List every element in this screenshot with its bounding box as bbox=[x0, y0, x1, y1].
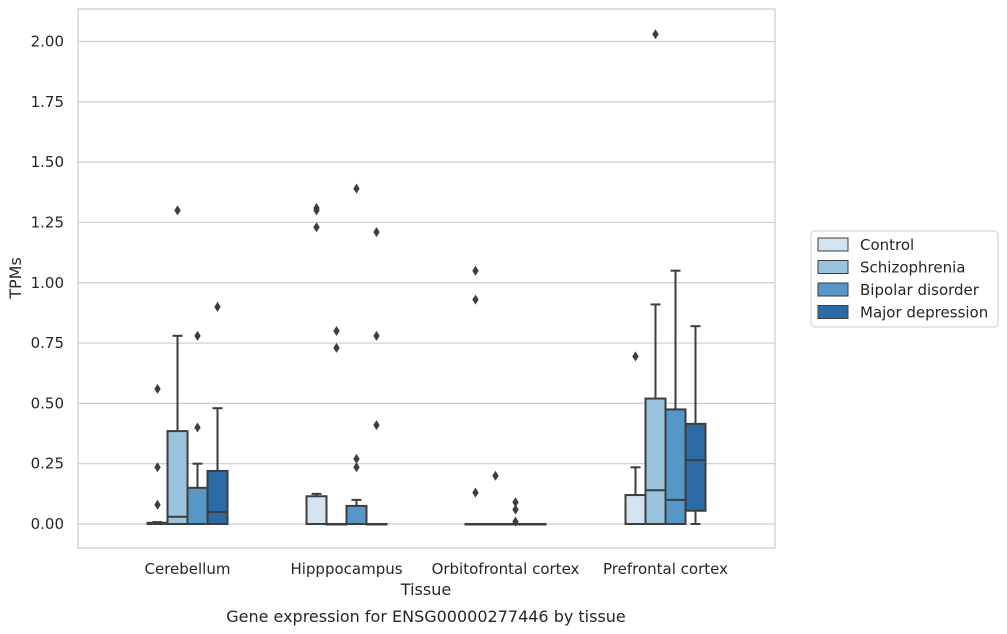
outlier-point bbox=[472, 265, 479, 276]
box-major-depression bbox=[206, 301, 229, 525]
outlier-point bbox=[492, 470, 499, 481]
legend-label: Control bbox=[860, 236, 914, 254]
legend: Control Schizophrenia Bipolar disorder Majo… bbox=[810, 230, 999, 328]
outlier-point bbox=[472, 294, 479, 305]
y-tick-label: 2.00 bbox=[31, 33, 64, 51]
legend-frame bbox=[810, 230, 999, 328]
x-tick-labels: Cerebellum Hipppocampus Orbitofrontal cort… bbox=[145, 560, 729, 578]
outlier-point bbox=[154, 383, 161, 394]
legend-swatch bbox=[817, 260, 849, 274]
y-tick-label: 0.25 bbox=[31, 455, 64, 473]
outlier-point bbox=[512, 497, 519, 508]
box-schizophrenia bbox=[166, 205, 189, 525]
outlier-point bbox=[313, 222, 320, 233]
outlier-point bbox=[632, 351, 639, 362]
outlier-point bbox=[174, 205, 181, 216]
x-axis-title: Tissue bbox=[400, 580, 451, 599]
y-tick-label: 0.00 bbox=[31, 515, 64, 533]
y-tick-label: 1.25 bbox=[31, 213, 64, 231]
box-bipolar-disorder bbox=[186, 330, 209, 525]
legend-label: Bipolar disorder bbox=[860, 281, 980, 299]
y-tick-label: 1.75 bbox=[31, 93, 64, 111]
outlier-point bbox=[353, 453, 360, 464]
y-tick-label: 1.50 bbox=[31, 153, 64, 171]
legend-swatch bbox=[817, 305, 849, 319]
outlier-point bbox=[353, 183, 360, 194]
outlier-point bbox=[512, 516, 519, 527]
box-body bbox=[684, 422, 707, 512]
x-tick-label: Hipppocampus bbox=[290, 560, 402, 578]
box-body bbox=[206, 469, 229, 525]
box-body bbox=[644, 397, 667, 525]
outlier-point bbox=[214, 301, 221, 312]
x-tick-label: Cerebellum bbox=[145, 560, 231, 578]
outlier-point bbox=[154, 499, 161, 510]
outlier-point bbox=[373, 330, 380, 341]
box-major-depression bbox=[684, 325, 707, 525]
outlier-point bbox=[472, 487, 479, 498]
outlier-point bbox=[313, 205, 320, 216]
outlier-point bbox=[194, 330, 201, 341]
box-bipolar-disorder bbox=[345, 183, 368, 525]
box-body bbox=[624, 494, 647, 525]
outlier-point bbox=[373, 227, 380, 238]
y-tick-label: 1.00 bbox=[31, 274, 64, 292]
outlier-point bbox=[373, 420, 380, 431]
legend-label: Schizophrenia bbox=[860, 259, 965, 277]
outlier-point bbox=[333, 326, 340, 336]
outlier-point bbox=[652, 29, 659, 40]
box-body bbox=[345, 504, 368, 525]
outlier-point bbox=[353, 462, 360, 473]
outlier-point bbox=[154, 462, 161, 473]
box-control bbox=[305, 202, 328, 526]
box-control bbox=[464, 265, 487, 526]
box-major-depression bbox=[365, 227, 388, 526]
legend-swatch bbox=[817, 237, 849, 252]
outlier-point bbox=[333, 342, 340, 353]
y-axis-title: TPMs bbox=[6, 257, 25, 300]
box-schizophrenia bbox=[644, 29, 667, 525]
x-tick-label: Orbitofrontal cortex bbox=[432, 560, 580, 578]
box-series bbox=[146, 29, 707, 527]
box-body bbox=[186, 486, 209, 525]
box-schizophrenia bbox=[325, 326, 348, 526]
box-body bbox=[664, 408, 687, 525]
y-tick-labels: 0.00 0.25 0.50 0.75 1.00 1.25 1.50 1.75 2.00 bbox=[31, 33, 64, 534]
box-body bbox=[305, 495, 328, 526]
outlier-point bbox=[512, 504, 519, 515]
y-tick-label: 0.75 bbox=[31, 334, 64, 352]
plot-frame bbox=[77, 8, 776, 549]
chart-caption: Gene expression for ENSG00000277446 by t… bbox=[226, 607, 626, 626]
y-tick-label: 0.50 bbox=[31, 394, 64, 412]
legend-label: Major depression bbox=[860, 304, 988, 322]
box-major-depression bbox=[524, 523, 547, 526]
x-tick-label: Prefrontal cortex bbox=[603, 560, 728, 578]
legend-swatch bbox=[817, 282, 849, 297]
box-body bbox=[166, 430, 189, 525]
box-bipolar-disorder bbox=[504, 497, 527, 527]
outlier-point bbox=[194, 422, 201, 433]
